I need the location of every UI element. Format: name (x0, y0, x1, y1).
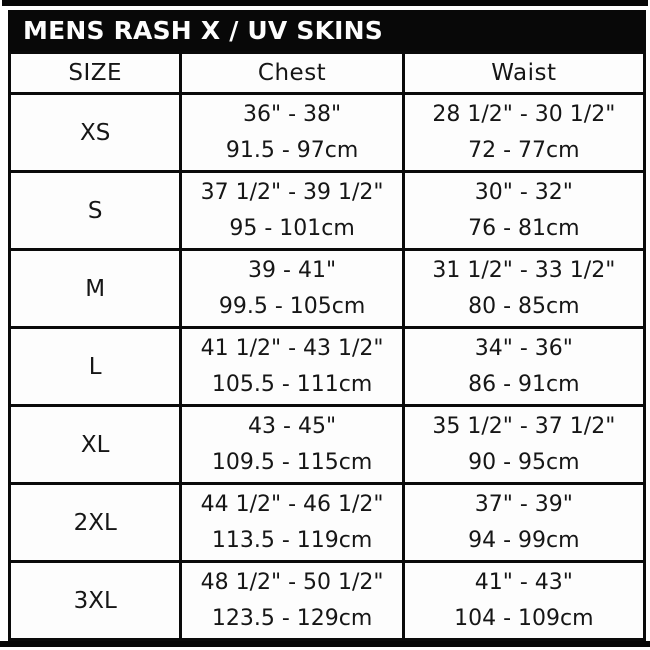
chest-cm: 91.5 - 97cm (225, 137, 359, 163)
size-cell: XL (7, 404, 183, 485)
chest-inches: 41 1/2" - 43 1/2" (200, 335, 384, 361)
bottom-divider-bar (0, 641, 650, 647)
waist-cell: 28 1/2" - 30 1/2" 72 - 77cm (401, 92, 647, 173)
waist-inches: 30" - 32" (474, 179, 573, 205)
waist-cm: 72 - 77cm (468, 137, 580, 163)
waist-cell: 31 1/2" - 33 1/2" 80 - 85cm (401, 248, 647, 329)
table-header: SIZE Chest Waist (7, 51, 647, 95)
chest-cell: 48 1/2" - 50 1/2" 123.5 - 129cm (179, 560, 405, 641)
chest-cell: 36" - 38" 91.5 - 97cm (179, 92, 405, 173)
waist-inches: 28 1/2" - 30 1/2" (432, 101, 616, 127)
column-header-waist: Waist (401, 51, 647, 95)
chest-cm: 123.5 - 129cm (211, 605, 373, 631)
size-cell: L (7, 326, 183, 407)
column-header-chest: Chest (179, 51, 405, 95)
size-table: SIZE Chest Waist XS 36" - 38" 91.5 - 97c… (7, 51, 647, 641)
size-cell: 2XL (7, 482, 183, 563)
waist-cm: 94 - 99cm (468, 527, 580, 553)
waist-cm: 76 - 81cm (468, 215, 580, 241)
chest-inches: 44 1/2" - 46 1/2" (200, 491, 384, 517)
table-body: XS 36" - 38" 91.5 - 97cm 28 1/2" - 30 1/… (7, 92, 647, 641)
waist-cm: 80 - 85cm (468, 293, 580, 319)
chest-inches: 39 - 41" (248, 257, 337, 283)
table-row: 3XL 48 1/2" - 50 1/2" 123.5 - 129cm 41" … (7, 560, 647, 641)
chest-inches: 43 - 45" (248, 413, 337, 439)
waist-inches: 41" - 43" (474, 569, 573, 595)
waist-cm: 90 - 95cm (468, 449, 580, 475)
table-row: M 39 - 41" 99.5 - 105cm 31 1/2" - 33 1/2… (7, 248, 647, 329)
waist-cell: 37" - 39" 94 - 99cm (401, 482, 647, 563)
waist-inches: 35 1/2" - 37 1/2" (432, 413, 616, 439)
chest-cm: 99.5 - 105cm (218, 293, 366, 319)
table-row: XS 36" - 38" 91.5 - 97cm 28 1/2" - 30 1/… (7, 92, 647, 173)
chest-cell: 39 - 41" 99.5 - 105cm (179, 248, 405, 329)
top-divider-bar (2, 0, 648, 6)
chest-cell: 37 1/2" - 39 1/2" 95 - 101cm (179, 170, 405, 251)
size-cell: S (7, 170, 183, 251)
table-row: L 41 1/2" - 43 1/2" 105.5 - 111cm 34" - … (7, 326, 647, 407)
chest-cm: 105.5 - 111cm (211, 371, 373, 397)
chest-cell: 43 - 45" 109.5 - 115cm (179, 404, 405, 485)
header-row: SIZE Chest Waist (7, 51, 647, 95)
waist-cell: 34" - 36" 86 - 91cm (401, 326, 647, 407)
waist-cell: 41" - 43" 104 - 109cm (401, 560, 647, 641)
chest-inches: 48 1/2" - 50 1/2" (200, 569, 384, 595)
column-header-size: SIZE (7, 51, 183, 95)
waist-cm: 86 - 91cm (468, 371, 580, 397)
waist-cell: 30" - 32" 76 - 81cm (401, 170, 647, 251)
size-cell: M (7, 248, 183, 329)
chest-cell: 44 1/2" - 46 1/2" 113.5 - 119cm (179, 482, 405, 563)
table-row: XL 43 - 45" 109.5 - 115cm 35 1/2" - 37 1… (7, 404, 647, 485)
chest-inches: 37 1/2" - 39 1/2" (200, 179, 384, 205)
chest-cm: 95 - 101cm (229, 215, 355, 241)
size-cell: 3XL (7, 560, 183, 641)
waist-inches: 37" - 39" (474, 491, 573, 517)
chest-cm: 113.5 - 119cm (211, 527, 373, 553)
size-cell: XS (7, 92, 183, 173)
chest-cell: 41 1/2" - 43 1/2" 105.5 - 111cm (179, 326, 405, 407)
chest-cm: 109.5 - 115cm (211, 449, 373, 475)
waist-inches: 34" - 36" (474, 335, 573, 361)
size-chart: MENS RASH X / UV SKINS SIZE Chest Waist … (7, 10, 647, 641)
table-row: S 37 1/2" - 39 1/2" 95 - 101cm 30" - 32"… (7, 170, 647, 251)
waist-cell: 35 1/2" - 37 1/2" 90 - 95cm (401, 404, 647, 485)
table-row: 2XL 44 1/2" - 46 1/2" 113.5 - 119cm 37" … (7, 482, 647, 563)
page-title: MENS RASH X / UV SKINS (8, 10, 646, 51)
waist-cm: 104 - 109cm (454, 605, 594, 631)
waist-inches: 31 1/2" - 33 1/2" (432, 257, 616, 283)
chest-inches: 36" - 38" (242, 101, 342, 127)
